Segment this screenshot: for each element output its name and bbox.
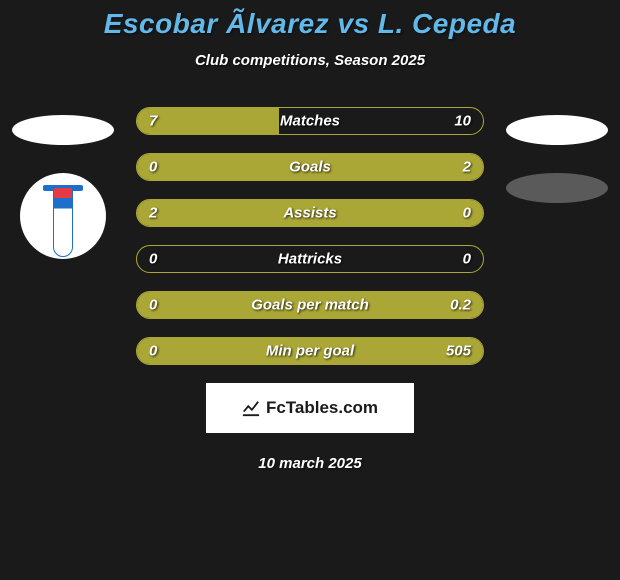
stat-bar-hattricks: 0 Hattricks 0 [136, 245, 484, 273]
main-row: 7 Matches 10 0 Goals 2 2 Assists 0 0 Hat… [0, 107, 620, 365]
page-subtitle: Club competitions, Season 2025 [0, 52, 620, 69]
comparison-card: Escobar Ãlvarez vs L. Cepeda Club compet… [0, 0, 620, 472]
stat-right-value: 10 [454, 113, 471, 130]
stat-left-value: 0 [149, 251, 157, 268]
page-title: Escobar Ãlvarez vs L. Cepeda [0, 8, 620, 40]
brand-logo-text: FcTables.com [266, 398, 378, 418]
stat-left-value: 2 [149, 205, 157, 222]
stat-right-value: 2 [463, 159, 471, 176]
stat-label: Goals per match [251, 297, 369, 314]
stat-label: Matches [280, 113, 340, 130]
brand-logo-box: FcTables.com [206, 383, 414, 433]
player-right-pill-1 [506, 115, 608, 145]
stat-right-value: 505 [446, 343, 471, 360]
stat-right-value: 0.2 [450, 297, 471, 314]
stat-left-value: 7 [149, 113, 157, 130]
badge-shield-icon [53, 187, 73, 257]
stat-bar-matches: 7 Matches 10 [136, 107, 484, 135]
stat-label: Goals [289, 159, 331, 176]
date-text: 10 march 2025 [0, 455, 620, 472]
player-right-pill-2 [506, 173, 608, 203]
stat-bar-assists: 2 Assists 0 [136, 199, 484, 227]
stat-right-value: 0 [463, 251, 471, 268]
player-left-col [8, 107, 118, 365]
stats-column: 7 Matches 10 0 Goals 2 2 Assists 0 0 Hat… [118, 107, 502, 365]
stat-fill [137, 108, 279, 134]
stat-right-value: 0 [463, 205, 471, 222]
stat-label: Assists [283, 205, 336, 222]
stat-bar-min-per-goal: 0 Min per goal 505 [136, 337, 484, 365]
player-left-badge [20, 173, 106, 259]
chart-icon [242, 399, 260, 417]
stat-bar-goals-per-match: 0 Goals per match 0.2 [136, 291, 484, 319]
stat-bar-goals: 0 Goals 2 [136, 153, 484, 181]
stat-left-value: 0 [149, 297, 157, 314]
stat-label: Hattricks [278, 251, 342, 268]
stat-left-value: 0 [149, 159, 157, 176]
stat-left-value: 0 [149, 343, 157, 360]
player-left-pill [12, 115, 114, 145]
stat-label: Min per goal [266, 343, 354, 360]
player-right-col [502, 107, 612, 365]
